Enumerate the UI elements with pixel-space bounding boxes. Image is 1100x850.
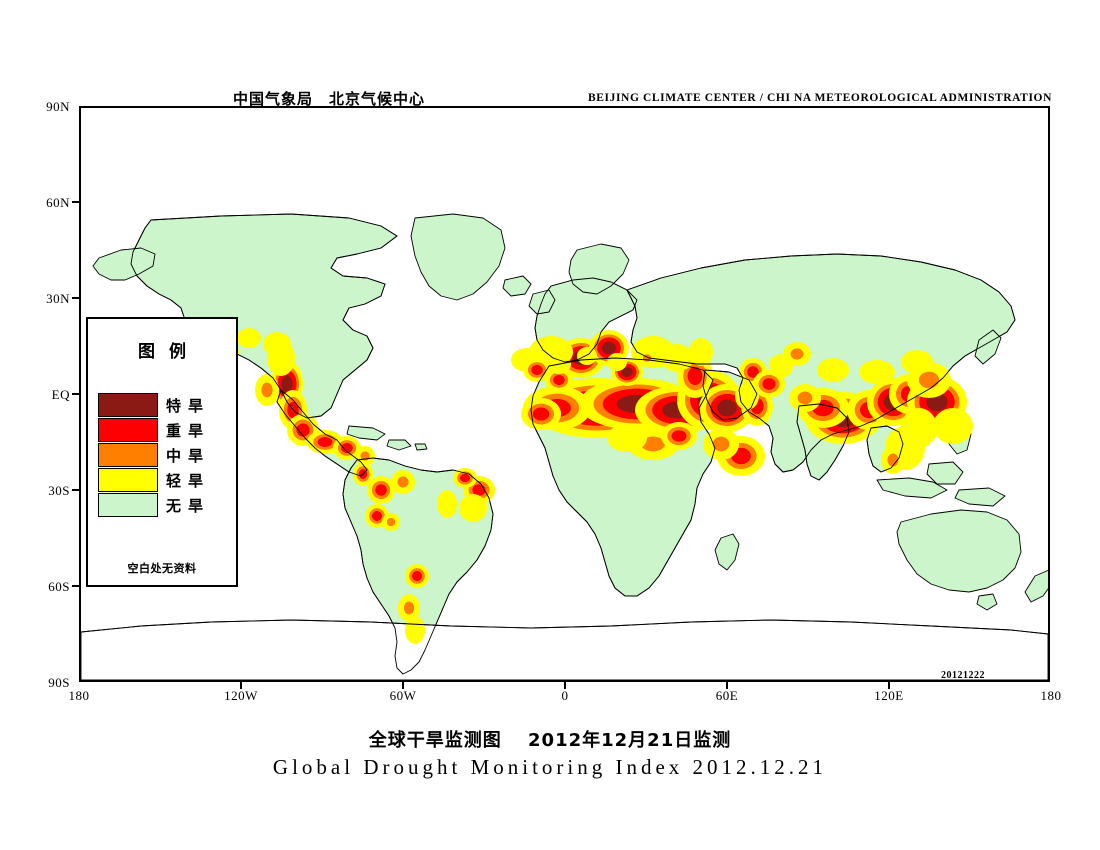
- drought-region-peru-coast: [365, 504, 400, 531]
- drought-region-horn-africa: [703, 358, 773, 476]
- land-australia: [896, 509, 1022, 593]
- drought-region-colombia-venezuela: [353, 462, 415, 504]
- agency-header-english: BEIJING CLIMATE CENTER / CHI NA METEOROL…: [588, 92, 1052, 104]
- coastline-overlay: [81, 213, 1048, 675]
- legend-label-extreme: 特旱: [166, 397, 211, 415]
- drought-region-indochina: [881, 426, 925, 474]
- y-axis-label-90n: 90N: [46, 99, 70, 114]
- map-frame: [79, 106, 1050, 682]
- legend-footnote: 空白处无资料: [127, 562, 197, 575]
- drought-region-south-china: [901, 362, 973, 448]
- legend-label-mild: 轻旱: [166, 472, 211, 490]
- y-axis-label-30n: 30N: [46, 291, 70, 306]
- legend-swatch-extreme: [98, 393, 158, 417]
- land-scandinavia: [568, 243, 630, 295]
- drought-region-argentina: [398, 594, 425, 644]
- chart-title-english: Global Drought Monitoring Index 2012.12.…: [272, 755, 828, 779]
- land-antarctica: [81, 619, 1048, 680]
- x-axis-label-120e: 120E: [874, 688, 904, 703]
- world-drought-map: [81, 108, 1048, 680]
- chart-title-chinese: 全球干旱监测图 2012年12月21日监测: [368, 730, 732, 751]
- y-axis-label-30s: 30S: [48, 483, 70, 498]
- drought-region-congo-edge: [607, 422, 697, 460]
- legend-row-mild: 轻旱: [98, 468, 230, 493]
- legend-label-moderate: 中旱: [166, 447, 211, 465]
- x-tick-0: [564, 682, 566, 689]
- land-hispaniola: [386, 439, 412, 451]
- legend-swatch-moderate: [98, 443, 158, 467]
- legend-row-moderate: 中旱: [98, 443, 230, 468]
- x-tick-60e: [726, 682, 728, 689]
- drought-overlay-layer: [219, 328, 973, 644]
- x-tick-120w: [240, 682, 242, 689]
- x-tick-120e: [888, 682, 890, 689]
- drought-region-bolivia-paraguay: [405, 564, 429, 588]
- legend-row-severe: 重旱: [98, 418, 230, 443]
- legend-swatch-mild: [98, 468, 158, 492]
- x-axis-label-60e: 60E: [715, 688, 739, 703]
- legend-title: 图例: [138, 342, 200, 362]
- y-axis-label-60s: 60S: [48, 579, 70, 594]
- x-axis-label-180e: 180: [1040, 688, 1062, 703]
- land-borneo: [926, 461, 964, 485]
- x-tick-60w: [402, 682, 404, 689]
- drought-region-brazil-northeast: [437, 468, 495, 522]
- y-tick-60n: [72, 201, 79, 203]
- land-tasmania: [976, 593, 998, 611]
- land-japan: [974, 329, 1002, 365]
- y-tick-30n: [72, 297, 79, 299]
- x-axis-label-60w: 60W: [389, 688, 417, 703]
- x-axis-label-180w: 180: [68, 688, 90, 703]
- y-tick-eq: [72, 393, 79, 395]
- y-axis-label-eq: EQ: [51, 387, 70, 402]
- y-axis-label-90s: 90S: [48, 675, 70, 690]
- legend-row-extreme: 特旱: [98, 393, 230, 418]
- x-axis-label-120w: 120W: [224, 688, 258, 703]
- land-puerto-rico: [414, 443, 428, 451]
- y-tick-30s: [72, 489, 79, 491]
- land-greenland: [410, 213, 506, 301]
- legend-swatch-none: [98, 493, 158, 517]
- y-tick-60s: [72, 585, 79, 587]
- legend-label-none: 无旱: [166, 497, 211, 515]
- map-legend: 图例 特旱 重旱 中旱 轻旱 无旱 空白处无资料: [86, 317, 238, 587]
- x-axis-label-0: 0: [561, 688, 569, 703]
- date-stamp: 20121222: [941, 670, 985, 681]
- land-newguinea: [954, 487, 1006, 507]
- agency-header-chinese: 中国气象局 北京气候中心: [233, 90, 426, 108]
- land-newzealand: [1024, 569, 1048, 603]
- land-madagascar: [714, 533, 740, 571]
- legend-row-none: 无旱: [98, 493, 230, 518]
- y-axis-label-60n: 60N: [46, 195, 70, 210]
- legend-label-severe: 重旱: [166, 422, 211, 440]
- legend-swatch-severe: [98, 418, 158, 442]
- drought-region-central-asia: [783, 342, 933, 384]
- land-cuba: [346, 425, 386, 441]
- land-iceland: [502, 275, 532, 297]
- land-indonesia: [876, 477, 948, 499]
